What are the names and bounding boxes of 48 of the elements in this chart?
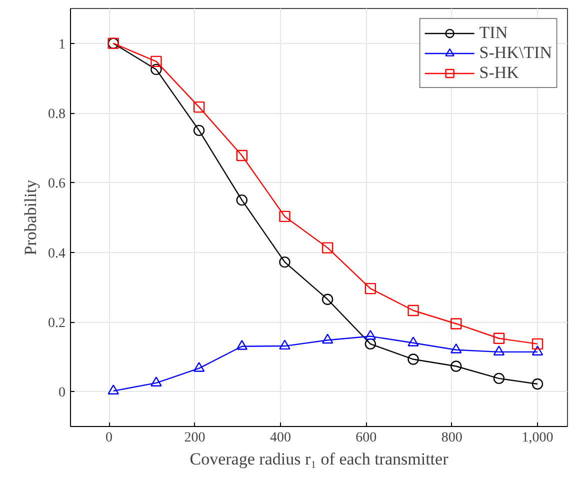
point [493,346,505,356]
point [532,338,544,350]
point [364,330,376,340]
point [408,354,419,365]
point [150,64,162,76]
point [236,194,248,206]
point [364,282,376,294]
point [322,294,334,305]
point [322,334,334,344]
y-tick-label: 0.2 [48,316,66,331]
point [364,338,376,350]
y-tick-label: 0.6 [48,176,66,192]
point [322,242,334,254]
point [408,336,419,346]
y-axis-title: Probability [21,179,40,256]
point [450,343,462,354]
point [532,378,544,390]
x-tick-label: 1,000 [522,430,554,446]
point [279,210,290,222]
x-tick-label: 0 [106,430,113,446]
y-tick-label: 0 [58,386,66,401]
legend-label: TIN [479,23,508,43]
point [279,256,290,268]
point [408,304,419,316]
y-tick-label: 0.8 [48,107,66,122]
point [493,372,505,384]
x-tick-label: 400 [270,430,291,446]
point [236,340,248,350]
y-tick-label: 0.4 [48,246,66,262]
point [450,360,462,372]
x-tick-label: 800 [441,430,462,446]
point [150,376,162,386]
point [279,340,290,350]
point [450,318,462,330]
point [108,384,119,394]
point [193,124,205,136]
x-tick-label: 200 [184,430,206,446]
legend-label: S-HK [479,63,519,83]
point [150,56,162,68]
point [193,362,205,372]
x-tick-label: 600 [356,430,377,446]
point [532,346,544,356]
point [193,101,205,113]
x-axis-title: Coverage radius r₁ of each transmitter [190,450,449,468]
y-tick-label: 1 [58,37,66,52]
point [236,150,248,162]
legend-label: S-HK\TIN [479,43,552,63]
point [493,332,505,344]
